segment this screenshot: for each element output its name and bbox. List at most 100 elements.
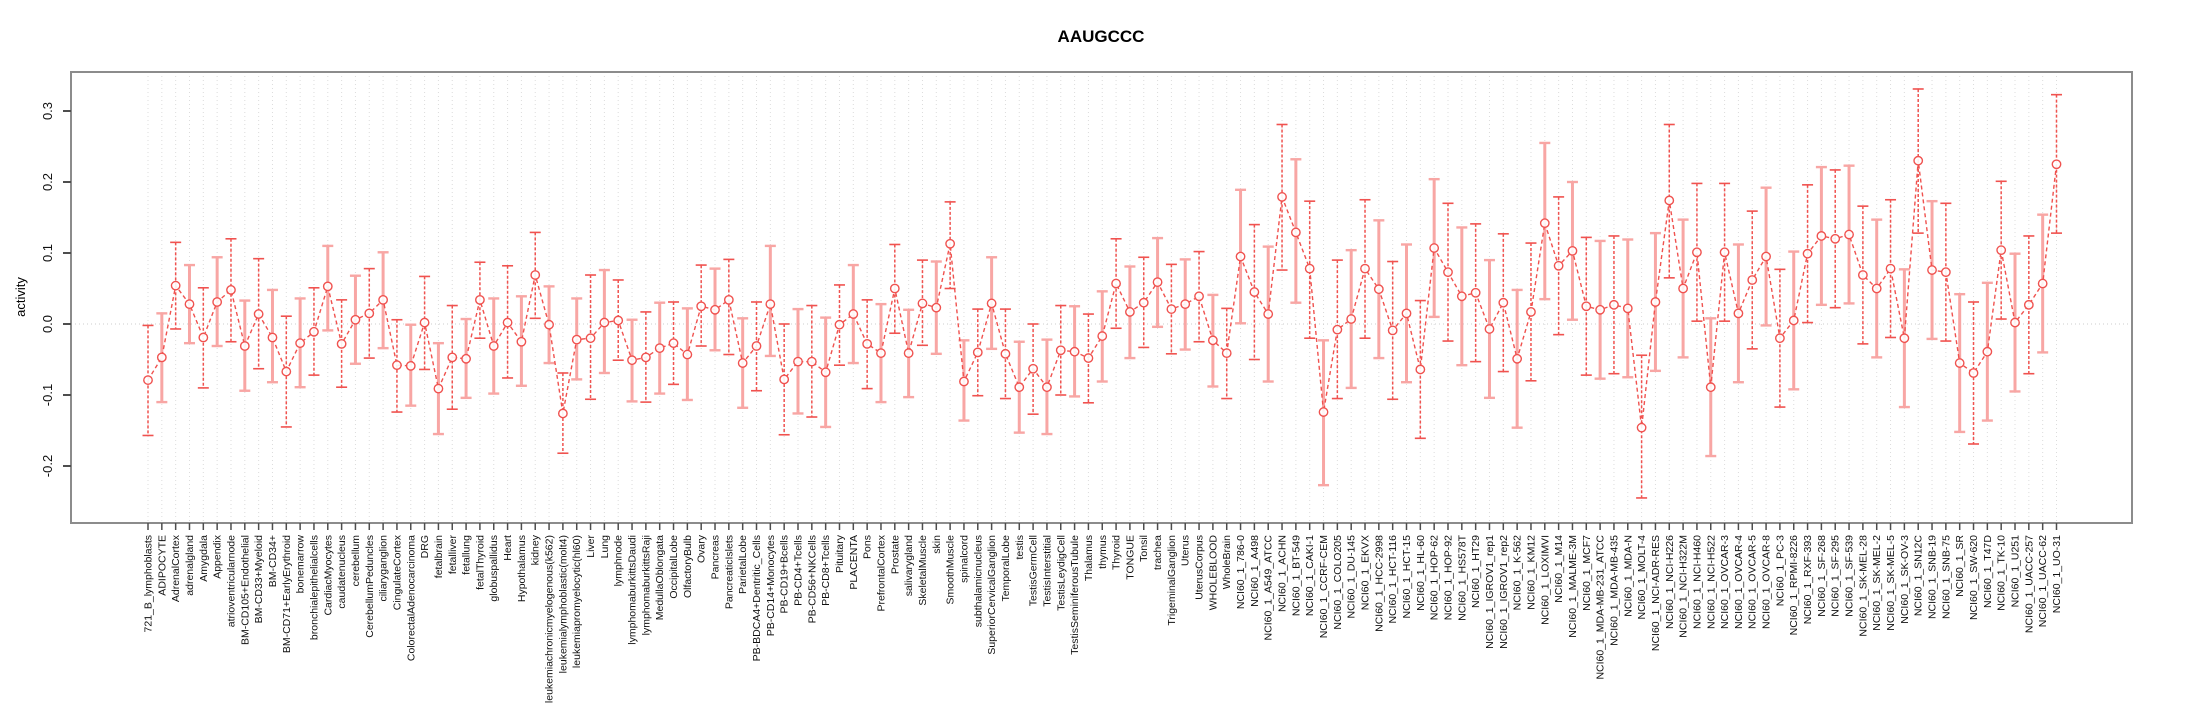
x-axis-tick-label: PB-CD8+Tcells	[820, 535, 832, 606]
data-point	[364, 308, 375, 319]
data-point	[226, 285, 236, 295]
y-axis-tick-label: -0.2	[40, 455, 55, 477]
x-axis-tick-label: NCI60_1_OVCAR-8	[1761, 535, 1773, 629]
x-axis-tick-label: Pancreas	[710, 535, 722, 579]
data-point	[1830, 233, 1841, 244]
x-axis-tick-label: PrefrontalCortex	[875, 534, 887, 611]
x-axis-tick-label: thymus	[1097, 535, 1109, 569]
x-axis-tick-label: NCI60_1_M14	[1553, 535, 1565, 603]
data-point	[1692, 247, 1702, 258]
x-axis-tick-label: NCI60_1_A498	[1249, 535, 1261, 607]
data-point	[1166, 304, 1177, 314]
x-axis-tick-label: NCI60_1_MDA-MB-231_ATCC	[1595, 535, 1607, 680]
data-point	[1249, 287, 1260, 297]
y-axis-tick-label: 0.3	[40, 102, 55, 120]
x-axis-tick-label: fetallung	[461, 535, 473, 575]
data-point	[806, 356, 817, 367]
data-point	[1138, 297, 1149, 308]
data-point	[1595, 304, 1606, 315]
x-axis-tick-label: NCI60_1_SW-620	[1968, 535, 1980, 620]
x-axis-tick-label: spinalcord	[958, 535, 970, 583]
x-axis-tick-label: WHOLEBLOOD	[1207, 535, 1219, 611]
data-point	[1111, 278, 1121, 289]
x-axis-tick-label: leukemialymphoblastic(molt4)	[557, 535, 569, 673]
data-point	[281, 366, 292, 377]
data-point	[1194, 291, 1204, 302]
x-axis-tick-label: fetalliver	[447, 535, 459, 575]
data-point	[295, 338, 306, 349]
x-axis-tick-label: NCI60_1_MALME-3M	[1567, 535, 1579, 638]
data-point	[1719, 247, 1730, 258]
data-point	[1014, 382, 1025, 393]
x-axis-tick-label: adrenalgland	[184, 535, 196, 596]
data-point	[793, 356, 803, 367]
x-axis-tick-label: NCI60_1_SNB-19	[1927, 535, 1939, 619]
data-point	[1373, 284, 1384, 295]
x-axis-tick-label: NCI60_1_OVCAR-5	[1747, 535, 1759, 629]
data-point	[433, 383, 444, 394]
data-point	[1664, 195, 1675, 206]
x-axis-tick-label: Pons	[862, 535, 874, 559]
x-axis-tick-label: NCI60_1_LOXIMVI	[1539, 535, 1551, 625]
x-axis-tick-label: Thyroid	[1111, 535, 1123, 570]
x-axis-tick-label: UterusCorpus	[1194, 535, 1206, 600]
x-axis-tick-label: Amygdala	[198, 535, 210, 582]
data-point	[1512, 353, 1523, 364]
data-point	[889, 283, 900, 294]
x-axis-tick-label: PB-CD4+Tcells	[792, 535, 804, 606]
data-point	[1097, 331, 1108, 341]
x-axis-tick-label: NCI60_1_IGROV1_rep2	[1498, 535, 1510, 649]
data-point	[613, 315, 624, 326]
data-point	[1443, 267, 1453, 278]
x-axis-tick-label: ciliaryganglion	[378, 535, 390, 602]
y-axis-tick-label: -0.1	[40, 384, 55, 406]
data-point	[336, 338, 347, 349]
x-axis-tick-label: salivarygland	[903, 535, 915, 596]
data-point	[751, 341, 762, 351]
data-point	[571, 334, 582, 345]
x-axis-tick-label: NCI60_1_NCI-H522	[1705, 535, 1717, 629]
x-axis-tick-label: kidney	[530, 534, 542, 565]
x-axis-tick-label: TestisInterstitial	[1041, 535, 1053, 607]
y-axis-title: activity	[13, 277, 28, 317]
x-axis-tick-label: Appendix	[212, 534, 224, 579]
x-axis-tick-label: BM-CD33+Myeloid	[253, 535, 265, 624]
x-axis-tick-label: NCI60_1_CAKI-1	[1304, 535, 1316, 616]
data-point	[1775, 333, 1785, 344]
x-axis-tick-label: NCI60_1_BT-549	[1290, 535, 1302, 616]
x-axis-tick-label: PB-BDCA4+Dentritic_Cells	[751, 535, 763, 661]
x-axis-tick-label: NCI60_1_DU-145	[1346, 535, 1358, 619]
data-point	[1927, 265, 1937, 275]
x-axis-tick-label: fetalbrain	[433, 535, 445, 578]
x-axis-tick-label: NCI60_1_RPMI-8226	[1788, 535, 1800, 636]
y-axis-tick-label: 0.0	[40, 315, 55, 333]
x-axis-tick-label: NCI60_1_COLO205	[1332, 535, 1344, 630]
x-axis-tick-label: fetalThyroid	[474, 535, 486, 590]
data-point	[1553, 260, 1564, 271]
x-axis-tick-label: NCI60_1_SR	[1954, 535, 1966, 597]
x-axis-tick-label: NCI60_1_MCF7	[1581, 535, 1593, 611]
x-axis-tick-label: NCI60_1_UACC-62	[2037, 535, 2049, 627]
data-point	[723, 294, 734, 305]
x-axis-tick-label: Heart	[502, 535, 514, 561]
x-axis-tick-label: testis	[1014, 535, 1026, 560]
x-axis-tick-label: NCI60_1_HL-60	[1415, 535, 1427, 611]
data-point	[1207, 335, 1218, 346]
data-point	[544, 319, 554, 330]
data-point	[682, 349, 693, 360]
data-point	[1816, 231, 1827, 241]
data-point	[557, 408, 568, 419]
x-axis-tick-label: 721_B_lymphoblasts	[143, 535, 155, 632]
x-axis-tick-label: MedullaOblongata	[654, 535, 666, 620]
x-axis-tick-label: Ovary	[696, 534, 708, 563]
x-axis-tick-label: NCI60_1_U251	[2010, 535, 2022, 608]
x-axis-tick-label: SuperiorCervicalGanglion	[986, 535, 998, 655]
data-point	[170, 280, 181, 291]
data-point	[903, 348, 914, 359]
x-axis-tick-label: TONGUE	[1124, 535, 1136, 580]
x-axis-tick-label: Prostate	[889, 535, 901, 574]
x-axis-tick-label: NCI60_1_MDA-N	[1622, 535, 1634, 617]
data-point	[2051, 159, 2062, 170]
data-point	[1913, 155, 1924, 166]
